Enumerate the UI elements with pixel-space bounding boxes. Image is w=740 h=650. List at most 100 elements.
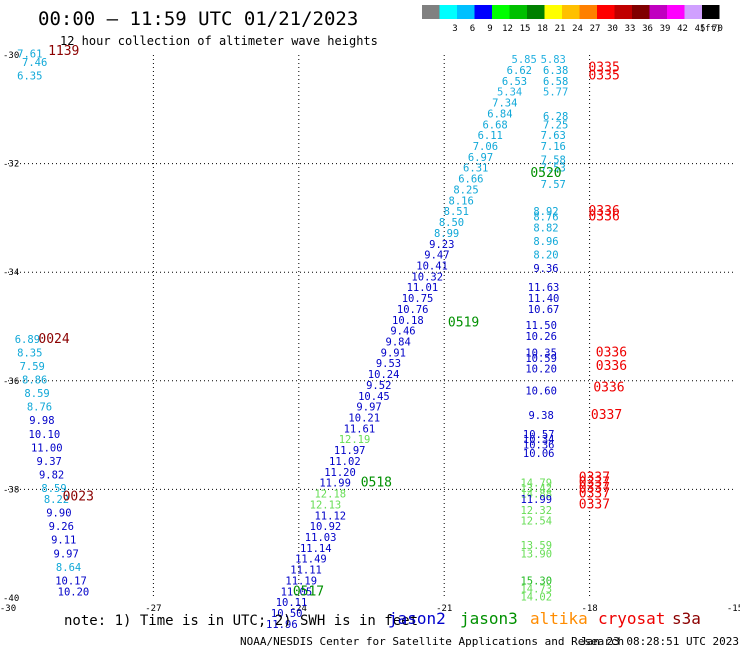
swh-value-jason3: 10.32 xyxy=(411,271,443,283)
time-label: 0337 xyxy=(579,470,610,485)
swh-value-jason3: 11.14 xyxy=(300,543,332,555)
color-scale: 3 6 9 12 15 18 21 24 27 30 33 36 39 42 45 70(ft) xyxy=(422,5,723,34)
y-tick-label: -40 xyxy=(3,594,19,604)
scale-label: 9 xyxy=(487,24,492,34)
chart-subtitle: 12 hour collection of altimeter wave hei… xyxy=(60,34,378,48)
swh-value-jason3: 8.51 xyxy=(444,206,469,218)
time-label: 0520 xyxy=(530,166,561,181)
swh-value-cryosat: 11.50 xyxy=(525,320,557,332)
scale-swatch xyxy=(439,5,457,19)
scale-swatch xyxy=(702,5,720,19)
swh-value-jason3: 6.11 xyxy=(478,130,503,142)
time-label: 0335 xyxy=(588,60,619,75)
swh-value-jason3: 11.99 xyxy=(319,478,351,490)
swh-value-jason3: 6.68 xyxy=(482,119,507,131)
swh-value-jason3: 11.96 xyxy=(266,619,298,631)
swh-value-cryosat: 7.16 xyxy=(541,141,566,153)
swh-value-cryosat: 11.40 xyxy=(528,293,560,305)
swh-value-jason3: 11.20 xyxy=(324,467,356,479)
y-tick-label: -38 xyxy=(3,485,19,495)
swh-value-cryosat: 10.59 xyxy=(525,353,557,365)
swh-value-jason3: 10.41 xyxy=(416,260,448,272)
swh-value-jason3: 10.45 xyxy=(358,391,390,403)
scale-unit: (ft) xyxy=(700,24,722,34)
swh-value-jason3: 10.18 xyxy=(392,315,424,327)
swh-value-jason3: 10.75 xyxy=(402,293,434,305)
scale-label: 3 xyxy=(452,24,457,34)
swh-value-cryosat: 9.36 xyxy=(533,263,558,275)
swh-value-cryosat: 8.76 xyxy=(533,212,558,224)
scale-swatch xyxy=(527,5,545,19)
swh-value-cryosat: 10.60 xyxy=(525,385,557,397)
satellite-legend: jason2 jason3 altika cryosat s3a xyxy=(388,609,701,628)
scale-swatch xyxy=(667,5,685,19)
scale-swatch xyxy=(544,5,562,19)
swh-value-jason3: 9.84 xyxy=(386,337,411,349)
swh-value-cryosat: 8.20 xyxy=(533,250,558,262)
time-label: 0336 xyxy=(593,381,624,396)
scale-swatch xyxy=(684,5,702,19)
swh-value-jason3: 11.61 xyxy=(344,423,376,435)
swh-value-jason2: 9.90 xyxy=(46,508,71,520)
y-tick-label: -34 xyxy=(3,268,19,278)
swh-value-cryosat: 10.57 xyxy=(523,429,555,441)
data-labels: 7.617.466.356.898.357.598.868.598.769.98… xyxy=(15,49,569,631)
scale-swatch xyxy=(614,5,632,19)
swh-value-cryosat: 11.63 xyxy=(528,282,560,294)
swh-value-cryosat: 5.83 xyxy=(541,54,566,66)
swh-value-jason3: 6.84 xyxy=(487,108,512,120)
y-tick-label: -30 xyxy=(3,51,19,61)
grid-lines xyxy=(8,55,735,598)
swh-value-cryosat: 9.38 xyxy=(528,410,553,422)
scale-swatch xyxy=(422,5,440,19)
timestamp-text: Jan 23 08:28:51 UTC 2023 xyxy=(580,635,739,648)
swh-value-jason3: 6.53 xyxy=(502,76,527,88)
swh-value-cryosat: 7.58 xyxy=(541,155,566,167)
swh-value-jason3: 10.92 xyxy=(310,521,342,533)
time-label: 0336 xyxy=(588,210,619,225)
swh-value-jason2: 6.89 xyxy=(15,334,40,346)
swh-value-cryosat: 12.54 xyxy=(520,516,552,528)
axis-ticks: -30 -27 -24 -21 -18 -15 -30 -32 -34 -36 -38 -40 xyxy=(0,51,740,614)
scale-label: 15 xyxy=(520,24,531,34)
swh-value-cryosat: 15.30 xyxy=(520,575,552,587)
swh-value-jason2: 6.35 xyxy=(17,70,42,82)
swh-value-jason3: 9.91 xyxy=(381,347,406,359)
swh-value-cryosat: 7.63 xyxy=(541,130,566,142)
time-label: 0337 xyxy=(591,408,622,423)
time-label: 0518 xyxy=(361,476,392,491)
swh-value-cryosat: 14.88 xyxy=(520,489,552,501)
swh-value-jason2: 9.26 xyxy=(49,521,74,533)
swh-value-jason2: 8.59 xyxy=(41,483,66,495)
swh-value-cryosat: 10.20 xyxy=(525,364,557,376)
swh-value-cryosat: 14.73 xyxy=(520,584,552,596)
scale-label: 39 xyxy=(660,24,671,34)
swh-value-cryosat: 13.59 xyxy=(520,540,552,552)
scale-swatch xyxy=(632,5,650,19)
y-tick-label: -36 xyxy=(3,377,19,387)
legend-altika: altika xyxy=(530,609,588,628)
scale-label: 42 xyxy=(677,24,688,34)
x-tick-label: -27 xyxy=(145,604,161,614)
swh-value-jason2: 8.22 xyxy=(44,494,69,506)
swh-value-jason3: 9.53 xyxy=(376,358,401,370)
swh-value-jason3: 11.49 xyxy=(295,554,327,566)
swh-value-jason3: 9.52 xyxy=(366,380,391,392)
swh-value-cryosat: 14.02 xyxy=(520,592,552,604)
swh-value-cryosat: 7.25 xyxy=(543,119,568,131)
legend-jason2: jason2 xyxy=(388,609,446,628)
swh-value-jason3: 10.21 xyxy=(348,413,380,425)
x-tick-label: -18 xyxy=(581,604,597,614)
swh-value-jason2: 9.97 xyxy=(54,548,79,560)
swh-value-cryosat: 10.06 xyxy=(523,448,555,460)
footer-note: note: 1) Time is in UTC; 2) SWH is in fe… xyxy=(64,613,418,629)
swh-value-cryosat: 10.34 xyxy=(523,434,555,446)
swh-value-jason3: 11.02 xyxy=(329,456,361,468)
swh-value-cryosat: 10.67 xyxy=(528,304,560,316)
scale-label: 12 xyxy=(502,24,513,34)
scale-swatch xyxy=(474,5,492,19)
swh-value-jason3: 10.24 xyxy=(368,369,400,381)
time-label: 1139 xyxy=(48,44,79,59)
scale-label: 45 xyxy=(695,24,706,34)
